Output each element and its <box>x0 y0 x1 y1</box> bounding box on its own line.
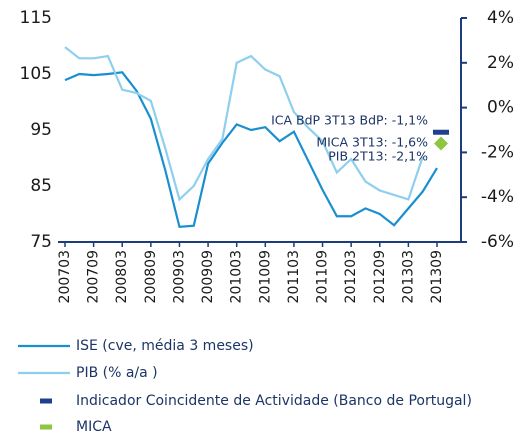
x-tick-label: 201009 <box>257 250 273 303</box>
x-tick-label: 201109 <box>315 250 331 303</box>
y2-tick-label: 4% <box>487 8 514 28</box>
point-marker <box>433 129 449 135</box>
x-tick-label: 201209 <box>372 250 388 303</box>
point-marker <box>434 136 448 151</box>
x-tick-label: 201103 <box>286 250 302 303</box>
y-tick-label: 105 <box>20 64 52 84</box>
annotation: PIB 2T13: -2,1% <box>328 149 428 164</box>
series-line <box>64 46 424 202</box>
y-tick-label: 75 <box>30 232 52 252</box>
y2-tick-label: 2% <box>487 53 514 73</box>
legend-label: ISE (cve, média 3 meses) <box>76 338 254 354</box>
x-tick-label: 200803 <box>114 250 130 303</box>
y-tick-label: 85 <box>30 176 52 196</box>
y-tick-label: 95 <box>30 120 52 140</box>
legend-label: Indicador Coincidente de Actividade (Ban… <box>76 393 472 409</box>
x-tick-label: 200909 <box>200 250 216 303</box>
x-tick-label: 201003 <box>229 250 245 303</box>
x-tick-label: 200703 <box>57 250 73 303</box>
y-tick-label: 115 <box>20 8 52 28</box>
y2-tick-label: -6% <box>481 232 514 252</box>
y2-tick-label: 0% <box>487 98 514 118</box>
x-tick-label: 200903 <box>171 250 187 303</box>
y2-tick-label: -2% <box>481 142 514 162</box>
x-tick-label: 201309 <box>429 250 445 303</box>
legend-label: PIB (% a/a ) <box>76 365 158 381</box>
annotation: ICA BdP 3T13 BdP: -1,1% <box>271 113 428 128</box>
legend-label: MICA <box>76 419 112 435</box>
legend-swatch <box>40 424 52 430</box>
y2-tick-label: -4% <box>481 187 514 207</box>
x-tick-label: 200809 <box>143 250 159 303</box>
legend-swatch <box>40 398 52 404</box>
series-line <box>64 71 438 229</box>
x-tick-label: 201303 <box>400 250 416 303</box>
x-tick-label: 200709 <box>86 250 102 303</box>
annotation: MICA 3T13: -1,6% <box>316 135 428 150</box>
x-tick-label: 201203 <box>343 250 359 303</box>
